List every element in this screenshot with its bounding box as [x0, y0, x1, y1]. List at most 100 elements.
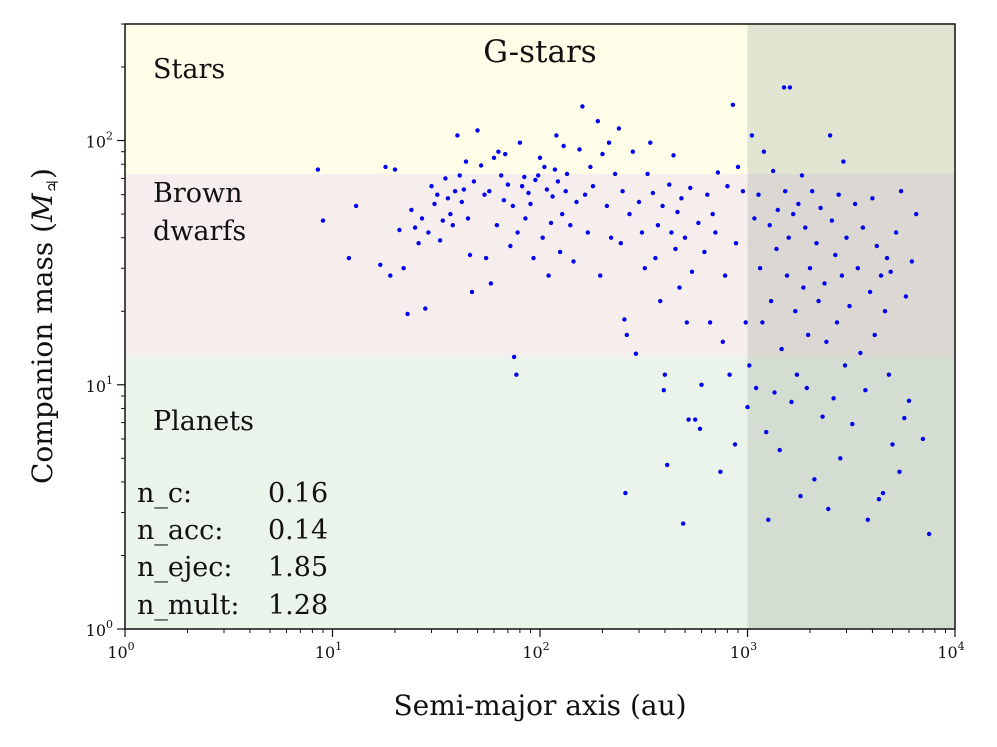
- data-point-207: [850, 421, 855, 427]
- data-point-199: [834, 320, 840, 325]
- data-point-163: [771, 168, 776, 174]
- data-point-7: [392, 167, 398, 172]
- data-point-175: [791, 211, 796, 217]
- data-point-214: [867, 289, 873, 295]
- data-point-65: [542, 164, 547, 170]
- data-point-185: [807, 266, 813, 271]
- data-point-130: [696, 220, 701, 226]
- stat-label-nacc: n_acc:: [137, 515, 223, 546]
- data-point-52: [514, 372, 519, 377]
- data-point-49: [508, 243, 513, 249]
- data-point-227: [897, 469, 902, 474]
- data-point-92: [608, 235, 614, 240]
- data-point-37: [478, 163, 484, 168]
- data-point-110: [655, 223, 661, 228]
- data-point-82: [580, 104, 585, 109]
- data-point-218: [876, 497, 882, 502]
- data-point-62: [536, 173, 541, 178]
- y-axis-ticks: 100 101 102: [86, 23, 125, 640]
- data-point-15: [423, 306, 428, 311]
- data-point-102: [633, 351, 639, 356]
- data-point-134: [705, 192, 710, 197]
- scatter-points: [315, 85, 932, 537]
- data-point-212: [863, 388, 868, 393]
- data-point-90: [604, 203, 610, 209]
- data-point-221: [882, 309, 888, 314]
- wide-orbit-shaded-band: [747, 24, 955, 629]
- data-point-167: [777, 447, 782, 453]
- data-point-97: [622, 317, 627, 322]
- data-point-179: [798, 493, 803, 499]
- data-point-223: [886, 372, 892, 377]
- data-point-125: [684, 320, 689, 325]
- data-point-105: [642, 266, 647, 271]
- data-point-150: [745, 404, 750, 410]
- data-point-115: [665, 462, 670, 468]
- data-point-152: [749, 133, 755, 138]
- data-point-165: [774, 246, 779, 252]
- data-point-69: [550, 194, 555, 199]
- data-point-196: [829, 218, 835, 223]
- data-point-208: [852, 201, 858, 207]
- data-point-201: [838, 456, 843, 461]
- data-point-106: [645, 171, 650, 177]
- data-point-78: [568, 223, 573, 228]
- data-point-0: [315, 167, 321, 172]
- data-point-36: [475, 128, 480, 133]
- data-point-29: [459, 199, 464, 205]
- y-axis-label-subscript: ♃: [43, 179, 62, 193]
- data-point-88: [598, 273, 603, 278]
- data-point-14: [419, 216, 425, 221]
- data-point-172: [786, 235, 791, 240]
- stat-value-nc: 0.16: [268, 478, 328, 509]
- data-point-174: [789, 399, 794, 405]
- data-point-67: [546, 273, 551, 278]
- data-point-120: [675, 209, 680, 215]
- data-point-80: [574, 199, 579, 205]
- data-point-34: [469, 289, 475, 295]
- data-point-111: [658, 298, 663, 304]
- data-point-114: [662, 372, 668, 377]
- data-point-13: [416, 241, 421, 246]
- data-point-108: [650, 190, 656, 196]
- data-point-31: [463, 159, 469, 164]
- data-point-206: [847, 303, 852, 309]
- data-point-20: [437, 238, 443, 243]
- data-point-84: [585, 230, 590, 235]
- data-point-235: [926, 531, 932, 537]
- data-point-45: [499, 173, 504, 178]
- data-point-11: [409, 207, 414, 213]
- stat-label-nc: n_c:: [137, 478, 192, 509]
- data-point-98: [623, 490, 628, 496]
- data-point-91: [606, 140, 612, 145]
- data-point-211: [860, 225, 866, 230]
- data-point-73: [557, 249, 563, 255]
- data-point-107: [648, 140, 653, 145]
- data-point-6: [388, 273, 393, 278]
- data-point-186: [810, 189, 815, 194]
- data-point-21: [440, 218, 445, 223]
- data-point-22: [443, 176, 448, 181]
- data-point-187: [812, 477, 817, 482]
- data-point-86: [590, 184, 596, 189]
- data-point-54: [517, 140, 523, 145]
- data-point-145: [732, 442, 738, 447]
- data-point-225: [890, 442, 895, 447]
- data-point-24: [448, 211, 453, 217]
- data-point-222: [884, 255, 890, 261]
- data-point-38: [482, 192, 487, 197]
- x-axis-label: Semi-major axis (au): [393, 689, 686, 722]
- data-point-66: [544, 187, 550, 192]
- data-point-41: [488, 281, 494, 286]
- data-point-191: [820, 414, 825, 419]
- data-point-226: [893, 230, 899, 235]
- data-point-168: [779, 346, 784, 352]
- data-point-100: [627, 211, 632, 217]
- data-point-1: [320, 218, 326, 223]
- data-point-9: [401, 266, 406, 271]
- data-point-121: [677, 285, 682, 290]
- x-tick-label-0: 100: [107, 640, 134, 662]
- data-point-154: [753, 385, 759, 391]
- stat-value-nacc: 0.14: [268, 515, 328, 546]
